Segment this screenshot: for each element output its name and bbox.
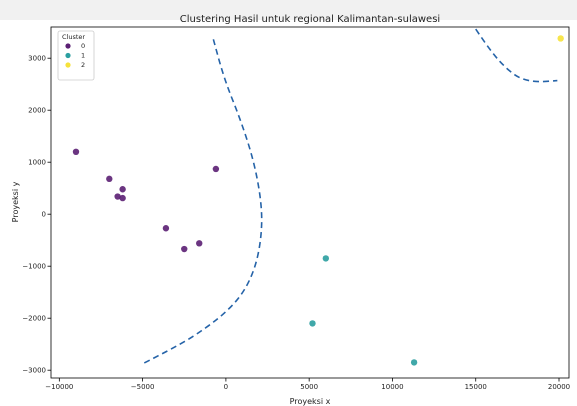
x-tick-label: 0 xyxy=(224,383,228,391)
y-tick-label: 0 xyxy=(42,211,46,219)
point-cluster-0-7 xyxy=(181,245,188,253)
legend-label-1: 1 xyxy=(81,52,85,60)
legend-marker-0 xyxy=(65,43,71,49)
point-cluster-0-0 xyxy=(72,148,80,155)
point-cluster-0-5 xyxy=(212,165,220,173)
x-tick-label: 20000 xyxy=(548,383,570,391)
chart-title: Clustering Hasil untuk regional Kalimant… xyxy=(180,14,440,25)
boundary-curve-1 xyxy=(475,28,558,83)
y-tick-label: 2000 xyxy=(28,107,46,115)
x-axis-ticks: −10000 −5000 0 5000 10000 15000 20000 xyxy=(45,378,570,391)
point-cluster-0-3 xyxy=(119,186,126,193)
x-tick-label: 5000 xyxy=(300,383,318,391)
legend-title: Cluster xyxy=(62,33,85,41)
decision-boundaries xyxy=(143,28,558,364)
x-tick-label: −10000 xyxy=(45,383,73,391)
boundary-curve-0 xyxy=(143,36,263,364)
y-tick-label: −1000 xyxy=(22,263,46,271)
y-axis-label: Proyeksi y xyxy=(11,181,20,222)
point-cluster-0-6 xyxy=(162,225,170,232)
y-tick-label: 3000 xyxy=(28,55,46,63)
point-cluster-0-1 xyxy=(106,175,113,183)
plot-frame xyxy=(50,26,570,379)
y-tick-label: −3000 xyxy=(22,367,46,375)
y-tick-label: 1000 xyxy=(28,159,46,167)
x-axis-label: Proyeksi x xyxy=(290,397,331,406)
point-cluster-0-2 xyxy=(114,193,121,200)
y-axis-ticks: −3000 −2000 −1000 0 1000 2000 3000 xyxy=(22,55,51,375)
point-cluster-1-2 xyxy=(410,359,418,366)
legend-marker-1 xyxy=(65,52,71,59)
x-tick-label: −5000 xyxy=(131,383,155,391)
x-tick-label: 10000 xyxy=(381,383,403,391)
point-cluster-0-4 xyxy=(119,194,126,202)
legend-marker-2 xyxy=(65,62,71,68)
point-cluster-1-0 xyxy=(322,255,330,262)
point-cluster-1-1 xyxy=(309,320,316,327)
data-points xyxy=(72,35,564,366)
legend-label-2: 2 xyxy=(81,61,85,69)
y-tick-label: −2000 xyxy=(22,315,46,323)
legend-label-0: 0 xyxy=(81,42,85,50)
legend-box xyxy=(57,30,95,81)
point-cluster-0-8 xyxy=(196,240,203,247)
top-band xyxy=(0,0,577,20)
x-tick-label: 15000 xyxy=(465,383,487,391)
point-cluster-2-0 xyxy=(557,35,564,42)
